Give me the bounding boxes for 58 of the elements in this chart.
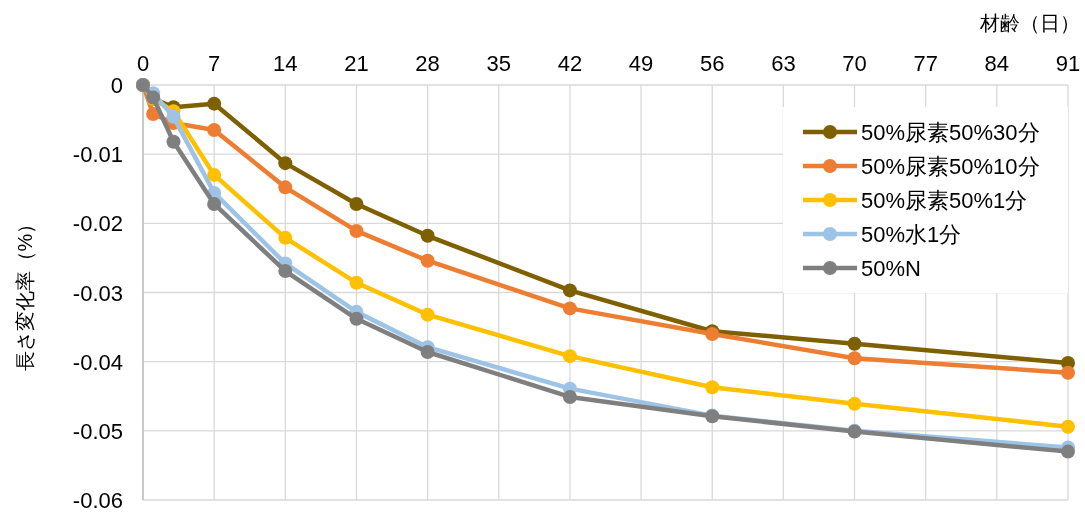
x-tick-label: 0 [136,51,150,76]
point [207,167,222,182]
point [562,349,577,364]
point [1061,419,1075,434]
point [1061,444,1075,459]
point [349,196,364,211]
x-tick-label: 77 [913,51,938,76]
x-tick-label: 42 [557,51,583,76]
x-tick-label: 49 [628,51,654,76]
y-tick-label: -0.02 [72,211,123,237]
y-axis-title: 長さ変化率（%） [14,213,36,372]
x-tick-label: 63 [771,51,796,76]
point [420,307,435,322]
point [207,196,222,211]
point [146,107,161,122]
y-tick-label: -0.01 [72,142,123,168]
point [847,351,862,366]
legend-label: 50%尿素50%1分 [861,188,1028,213]
point [420,253,435,268]
y-tick-label: -0.06 [72,488,123,513]
legend-label: 50%尿素50%30分 [861,120,1040,145]
x-tick-label: 70 [842,51,867,76]
point [166,109,181,124]
point [349,275,364,290]
point [847,396,862,411]
x-tick-label: 56 [699,51,725,76]
point [278,264,293,279]
x-tick-label: 91 [1055,51,1081,76]
x-tick-label: 21 [344,51,369,76]
x-axis-title: 材齢（日） [979,12,1080,34]
legend-label: 50%N [861,256,921,281]
point [420,228,435,243]
point [207,122,222,137]
point [166,134,181,149]
point [1061,365,1075,380]
x-tick-label: 14 [273,51,298,76]
point [349,311,364,326]
point [705,380,720,395]
legend-label: 50%水1分 [861,222,962,247]
y-tick-label: 0 [110,73,123,98]
y-tick-label: -0.03 [72,280,123,306]
point [278,230,293,245]
x-tick-label: 35 [486,51,512,76]
point [562,389,577,404]
y-tick-label: -0.05 [72,418,123,444]
legend-label: 50%尿素50%10分 [861,154,1040,179]
point [562,301,577,316]
point [278,180,293,195]
point [278,156,293,171]
y-tick-label: -0.04 [72,349,123,375]
point [207,96,222,111]
point [420,344,435,359]
x-tick-label: 28 [415,51,440,76]
x-tick-label: 7 [208,51,221,76]
point [562,283,577,298]
point [349,223,364,238]
x-tick-label: 84 [984,51,1010,76]
point [847,336,862,351]
